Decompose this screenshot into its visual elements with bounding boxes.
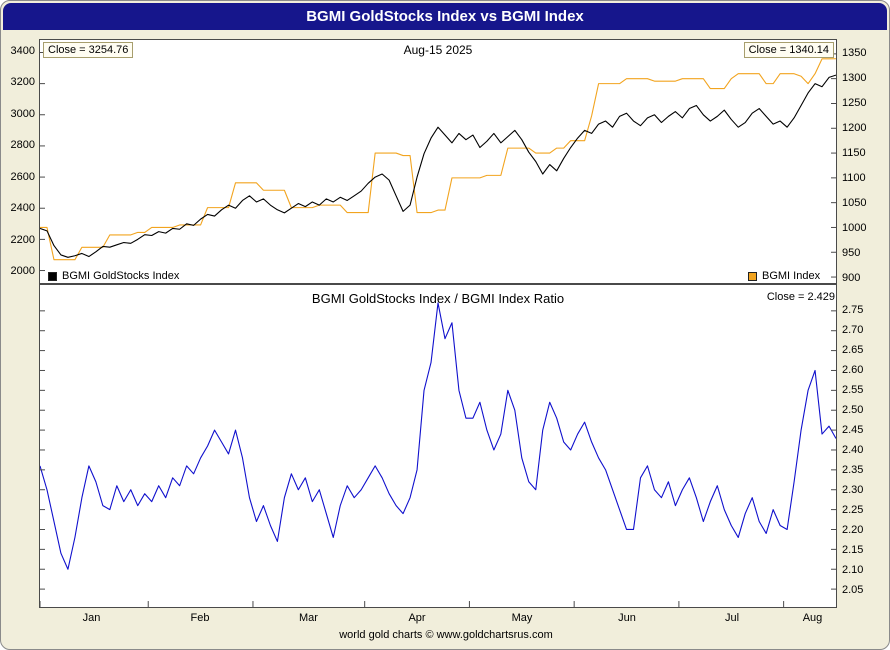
ratio-axis-tick-label: 2.60 — [842, 363, 864, 376]
ratio-axis-tick-label: 2.70 — [842, 323, 864, 336]
right-axis-tick-label: 900 — [842, 271, 861, 284]
ratio-chart-title: BGMI GoldStocks Index / BGMI Index Ratio — [311, 291, 565, 306]
left-axis-tick-label: 2200 — [10, 233, 35, 246]
left-axis-tick-label: 3200 — [10, 76, 35, 89]
ratio-axis-tick-label: 2.50 — [842, 403, 864, 416]
left-axis-tick-label: 3400 — [10, 45, 35, 58]
series-line — [40, 74, 836, 258]
right-axis-tick-label: 1350 — [842, 46, 867, 59]
month-axis-label: May — [511, 612, 533, 624]
ratio-axis-tick-label: 2.20 — [842, 523, 864, 536]
legend-goldstocks-label: BGMI GoldStocks Index — [62, 270, 180, 282]
ratio-axis-tick-label: 2.75 — [842, 303, 864, 316]
right-axis-tick-label: 1100 — [842, 171, 866, 184]
legend-goldstocks: BGMI GoldStocks Index — [48, 270, 179, 282]
chart-date-label: Aug-15 2025 — [403, 43, 473, 57]
ratio-axis-tick-label: 2.25 — [842, 503, 864, 516]
right-axis-tick-label: 1250 — [842, 96, 867, 109]
month-axis-label: Aug — [802, 612, 823, 624]
left-axis-tick-label: 2400 — [10, 202, 35, 215]
ratio-axis-tick-label: 2.55 — [842, 383, 864, 396]
month-axis-label: Mar — [299, 612, 318, 624]
goldstocks-close-label: Close = 3254.76 — [43, 42, 134, 58]
right-axis-tick-label: 1200 — [842, 121, 867, 134]
right-axis-tick-label: 950 — [842, 246, 861, 259]
month-axis-label: Apr — [408, 612, 426, 624]
right-axis-tick-label: 1150 — [842, 146, 866, 159]
ratio-axis-tick-label: 2.65 — [842, 343, 864, 356]
right-axis-tick-label: 1000 — [842, 221, 867, 234]
right-axis-tick-label: 1300 — [842, 71, 867, 84]
legend-bgmi-label: BGMI Index — [762, 270, 821, 282]
ratio-axis-tick-label: 2.45 — [842, 423, 864, 436]
series-line — [40, 302, 836, 570]
month-axis-label: Jul — [724, 612, 740, 624]
ratio-axis-tick-label: 2.05 — [842, 583, 864, 596]
ratio-axis-tick-label: 2.35 — [842, 463, 864, 476]
left-axis-tick-label: 2600 — [10, 170, 35, 183]
legend-bgmi: BGMI Index — [748, 270, 820, 282]
goldstocks-swatch-icon — [48, 271, 57, 281]
month-axis-label: Jun — [618, 612, 636, 624]
window-title: BGMI GoldStocks Index vs BGMI Index — [3, 3, 887, 30]
ratio-chart-plot — [39, 284, 837, 608]
ratio-axis-tick-label: 2.10 — [842, 563, 864, 576]
ratio-axis-tick-label: 2.15 — [842, 543, 864, 556]
ratio-axis-tick-label: 2.40 — [842, 443, 864, 456]
ratio-close-label: Close = 2.429 — [766, 291, 835, 303]
month-axis-label: Feb — [190, 612, 210, 624]
right-axis-tick-label: 1050 — [842, 196, 867, 209]
month-axis-label: Jan — [82, 612, 101, 624]
bgmi-swatch-icon — [748, 271, 757, 281]
chart-area: Close = 3254.76 Aug-15 2025 Close = 1340… — [1, 30, 889, 630]
left-axis-tick-label: 3000 — [10, 107, 35, 120]
bgmi-close-label: Close = 1340.14 — [743, 42, 834, 58]
ratio-axis-tick-label: 2.30 — [842, 483, 864, 496]
left-axis-tick-label: 2800 — [10, 139, 35, 152]
footer-credit: world gold charts © www.goldchartsrus.co… — [339, 629, 553, 641]
top-chart-plot — [39, 39, 837, 284]
series-line — [40, 58, 836, 261]
left-axis-tick-label: 2000 — [10, 264, 35, 277]
